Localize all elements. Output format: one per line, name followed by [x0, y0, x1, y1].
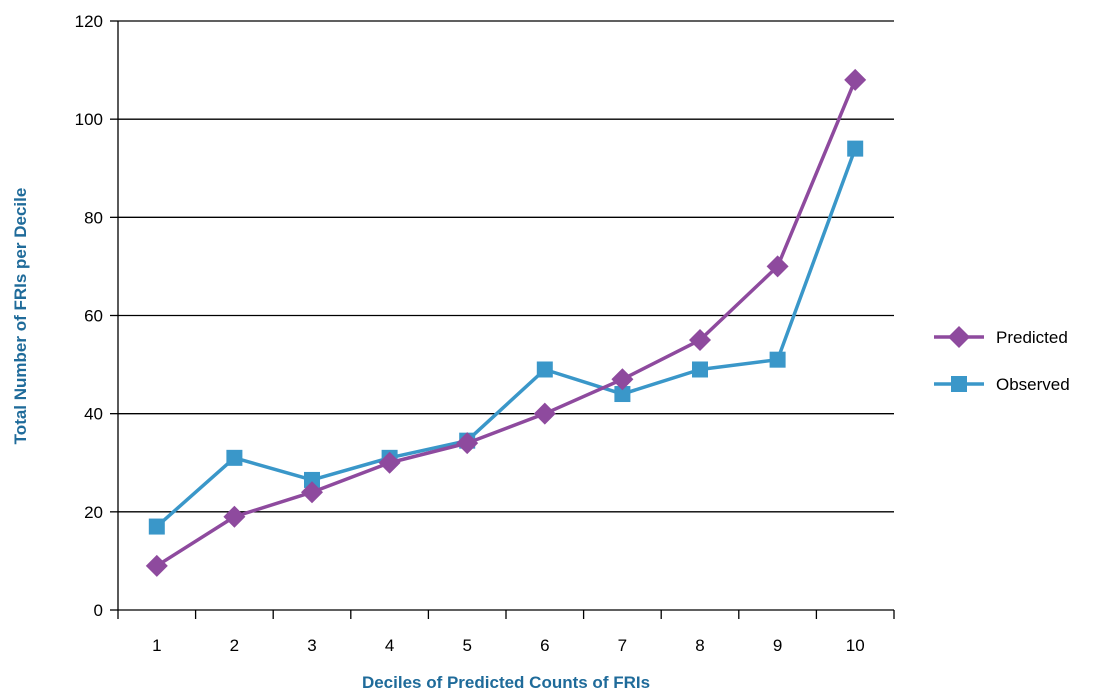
x-tick-label: 7 — [618, 636, 627, 655]
y-tick-label: 0 — [94, 601, 103, 620]
predicted-point — [611, 368, 634, 391]
predicted-point — [223, 505, 246, 528]
predicted-point — [145, 554, 168, 577]
x-tick-label: 6 — [540, 636, 549, 655]
axes: 0 20 40 60 80 100 120 1 2 3 4 5 6 7 8 9 10 — [75, 12, 895, 655]
predicted-point — [766, 255, 789, 278]
observed-line — [155, 148, 857, 528]
predicted-point — [689, 329, 711, 352]
x-tick-label: 5 — [462, 636, 471, 655]
legend: Predicted Observed — [934, 326, 1070, 394]
observed-point — [148, 518, 165, 535]
predicted-point — [533, 402, 556, 425]
legend-label-predicted: Predicted — [996, 328, 1068, 347]
x-tick-label: 2 — [230, 636, 239, 655]
predicted-point — [456, 432, 479, 455]
y-tick-label: 120 — [75, 12, 103, 31]
y-tick-label: 100 — [75, 110, 103, 129]
x-axis-title: Deciles of Predicted Counts of FRIs — [362, 673, 650, 692]
predicted-point — [378, 451, 401, 474]
legend-marker-observed — [951, 376, 967, 392]
x-tick-label: 8 — [695, 636, 704, 655]
legend-item-predicted: Predicted — [934, 326, 1068, 348]
observed-point — [536, 361, 553, 378]
series-predicted — [145, 68, 867, 577]
y-tick-label: 40 — [84, 405, 103, 424]
predicted-point — [844, 68, 867, 91]
legend-item-observed: Observed — [934, 375, 1070, 394]
observed-point — [769, 351, 786, 368]
legend-marker-predicted — [948, 326, 970, 348]
observed-point — [692, 361, 708, 378]
predicted-point — [301, 481, 323, 504]
x-tick-label: 9 — [773, 636, 782, 655]
x-tick-label: 3 — [307, 636, 316, 655]
observed-point — [226, 449, 243, 466]
observed-point — [304, 471, 320, 488]
series-observed — [148, 140, 864, 535]
y-tick-label: 80 — [84, 208, 103, 227]
legend-label-observed: Observed — [996, 375, 1070, 394]
series — [145, 68, 867, 577]
predicted-line — [155, 79, 857, 568]
y-tick-label: 20 — [84, 503, 103, 522]
x-tick-label: 4 — [385, 636, 394, 655]
observed-point — [614, 386, 631, 403]
observed-point — [847, 140, 864, 157]
y-axis-title: Total Number of FRIs per Decile — [11, 188, 30, 445]
gridlines — [118, 20, 894, 513]
x-tick-label: 10 — [846, 636, 865, 655]
x-tick-label: 1 — [152, 636, 161, 655]
y-tick-label: 60 — [84, 307, 103, 326]
